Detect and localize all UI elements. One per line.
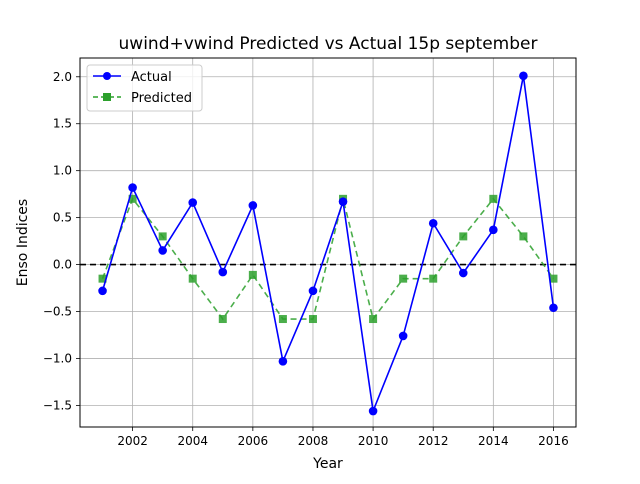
data-point-actual bbox=[308, 286, 318, 296]
data-point-actual bbox=[278, 356, 288, 366]
data-point-predicted bbox=[459, 232, 468, 241]
grid-layer bbox=[80, 58, 576, 427]
series-layer bbox=[98, 71, 558, 416]
x-tick-label: 2002 bbox=[117, 434, 148, 448]
series-line-predicted bbox=[101, 197, 555, 321]
x-tick-label: 2010 bbox=[358, 434, 389, 448]
y-tick-label: 1.5 bbox=[53, 117, 72, 131]
plot-frame bbox=[79, 57, 577, 428]
data-point-actual bbox=[248, 201, 258, 210]
data-point-predicted bbox=[308, 315, 317, 324]
data-point-actual bbox=[188, 198, 198, 207]
data-point-predicted bbox=[218, 315, 227, 324]
data-point-predicted bbox=[549, 274, 558, 283]
y-tick-label: 1.0 bbox=[53, 164, 72, 178]
data-point-actual bbox=[489, 225, 498, 235]
data-point-actual bbox=[158, 246, 167, 255]
series-actual bbox=[98, 71, 558, 416]
x-tick-label: 2004 bbox=[177, 434, 208, 448]
x-tick-label: 2014 bbox=[478, 434, 509, 448]
data-point-actual bbox=[368, 406, 378, 416]
y-tick-label: 2.0 bbox=[53, 70, 72, 84]
y-tick-label: −0.5 bbox=[43, 305, 72, 319]
data-point-actual bbox=[98, 286, 107, 296]
data-point-actual bbox=[128, 183, 137, 192]
x-tick-label: 2006 bbox=[238, 434, 269, 448]
data-point-actual bbox=[549, 303, 558, 313]
x-tick-label: 2012 bbox=[418, 434, 449, 448]
data-point-predicted bbox=[429, 274, 438, 283]
y-tick-label: 0.5 bbox=[53, 211, 72, 225]
data-point-predicted bbox=[489, 194, 498, 203]
x-tick-label: 2008 bbox=[298, 434, 329, 448]
y-tick-label: −1.0 bbox=[43, 351, 72, 365]
data-point-actual bbox=[519, 71, 528, 81]
series-line-actual bbox=[101, 75, 555, 415]
chart-title: uwind+vwind Predicted vs Actual 15p sept… bbox=[119, 34, 538, 54]
data-point-predicted bbox=[278, 315, 287, 324]
data-point-actual bbox=[428, 218, 438, 228]
data-point-predicted bbox=[98, 274, 107, 283]
data-point-actual bbox=[218, 267, 228, 277]
data-point-predicted bbox=[158, 232, 167, 241]
legend-marker-actual bbox=[103, 72, 111, 80]
data-point-predicted bbox=[188, 274, 197, 283]
data-point-predicted bbox=[399, 274, 408, 283]
data-point-predicted bbox=[248, 270, 257, 279]
data-point-predicted bbox=[128, 194, 137, 203]
legend-label-actual: Actual bbox=[131, 70, 172, 85]
data-point-predicted bbox=[369, 315, 378, 324]
data-point-actual bbox=[458, 268, 468, 278]
data-point-actual bbox=[398, 331, 408, 341]
y-tick-label: 0.0 bbox=[53, 258, 72, 272]
legend: Actual Predicted bbox=[86, 64, 203, 112]
y-tick-label: −1.5 bbox=[43, 398, 72, 412]
x-tick-label: 2016 bbox=[538, 434, 569, 448]
data-point-actual bbox=[338, 197, 348, 206]
legend-label-predicted: Predicted bbox=[131, 91, 192, 106]
tick-layer: 2002 2004 2006 2008 2010 2012 2014 2016 −1.5 −1.0… bbox=[43, 70, 569, 448]
x-axis-label: Year bbox=[312, 456, 343, 472]
y-axis-label: Enso Indices bbox=[15, 199, 31, 286]
legend-marker-predicted bbox=[103, 93, 111, 101]
data-point-predicted bbox=[519, 232, 528, 241]
